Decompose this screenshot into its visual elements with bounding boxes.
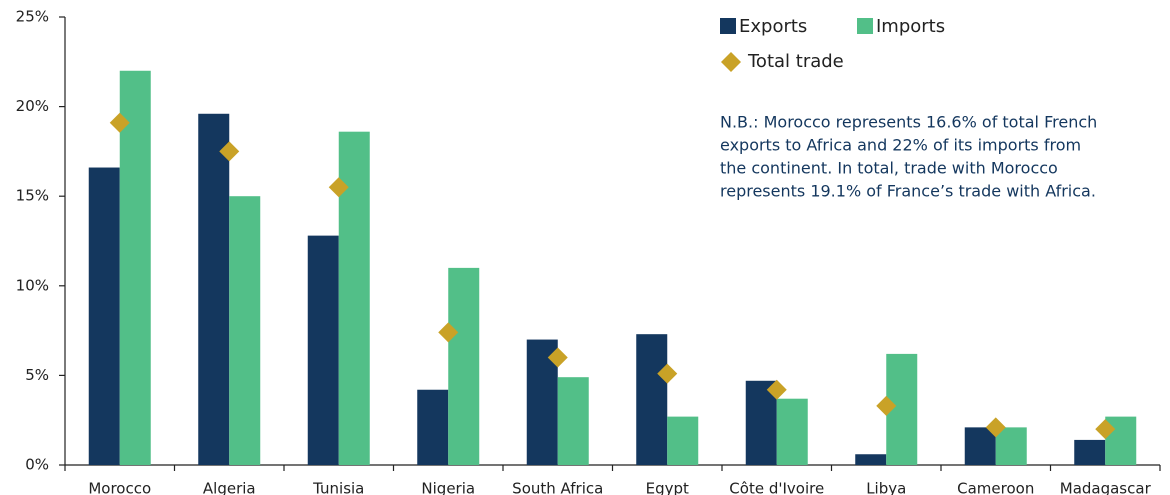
x-tick-label: Côte d'Ivoire — [729, 480, 824, 495]
bar — [448, 267, 480, 465]
annotation: the continent. In total, trade with Moro… — [720, 159, 1058, 178]
x-tick-label: Tunisia — [312, 480, 364, 495]
bar — [417, 389, 449, 465]
x-tick-label: Cameroon — [957, 480, 1034, 495]
bar — [557, 377, 589, 465]
total-marker — [328, 177, 349, 198]
legend-label: Total trade — [747, 51, 844, 72]
bar — [964, 427, 996, 465]
legend-swatch — [720, 18, 736, 34]
annotation: represents 19.1% of France’s trade with … — [720, 182, 1096, 201]
total-marker — [219, 141, 240, 162]
total-marker — [766, 379, 787, 400]
x-tick-label: Libya — [866, 480, 906, 495]
legend-swatch — [857, 18, 873, 34]
bar — [667, 416, 699, 465]
total-marker — [109, 112, 130, 133]
x-tick-label: Morocco — [88, 480, 151, 495]
bar — [229, 196, 261, 465]
bar — [119, 70, 151, 465]
total-marker — [438, 322, 459, 343]
bar — [855, 454, 887, 465]
y-tick-label: 20% — [16, 97, 49, 115]
y-tick-label: 10% — [16, 276, 49, 294]
x-tick-label: Egypt — [646, 480, 689, 495]
y-tick-label: 15% — [16, 187, 49, 205]
total-marker — [985, 417, 1006, 438]
bar — [745, 380, 777, 465]
legend-marker — [721, 52, 741, 72]
total-marker — [876, 395, 897, 416]
x-tick-label: Nigeria — [421, 480, 475, 495]
bar — [307, 235, 339, 465]
annotation: exports to Africa and 22% of its imports… — [720, 136, 1081, 155]
bar — [1074, 439, 1106, 465]
bar — [338, 131, 370, 466]
legend-label: Exports — [739, 16, 807, 37]
annotation: N.B.: Morocco represents 16.6% of total … — [720, 113, 1097, 132]
bar — [88, 167, 120, 465]
y-tick-label: 5% — [25, 366, 49, 384]
total-marker — [1095, 419, 1116, 440]
bar — [198, 113, 230, 465]
y-tick-label: 25% — [16, 8, 49, 26]
y-tick-label: 0% — [25, 456, 49, 474]
bar — [995, 427, 1027, 465]
total-marker — [547, 347, 568, 368]
total-marker — [657, 363, 678, 384]
x-tick-label: Madagascar — [1060, 480, 1152, 495]
bar — [776, 398, 808, 465]
legend-label: Imports — [876, 16, 945, 37]
x-tick-label: Algeria — [203, 480, 256, 495]
bar — [636, 334, 668, 465]
x-tick-label: South Africa — [512, 480, 603, 495]
